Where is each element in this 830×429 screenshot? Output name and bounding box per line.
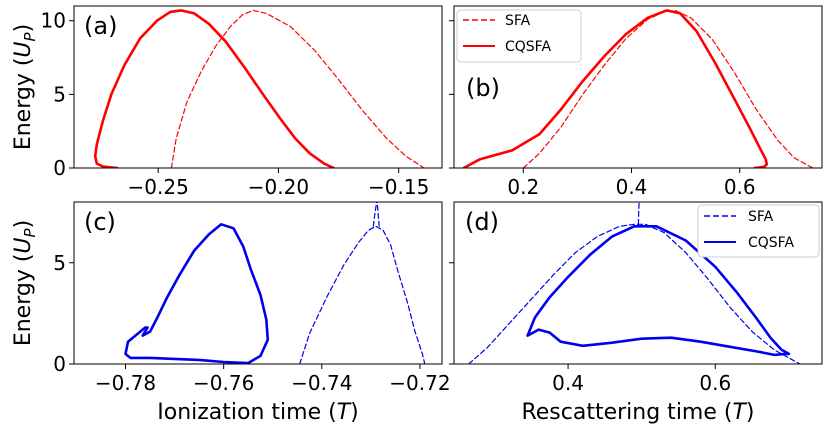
ylabel-top-text: Energy ( (11, 58, 36, 151)
panel-d-ticks: 0.4 0.6 (449, 262, 731, 395)
panel-d-legend-box (697, 204, 820, 258)
panel-b-xtick-label: 0.6 (724, 175, 756, 199)
panel-b-legend-box (456, 9, 582, 63)
panel-c-ticks: −0.78 −0.76 −0.74 −0.72 0 5 (53, 251, 450, 395)
panel-b-series-cqsfa-1 (462, 9, 769, 168)
ylabel-bottom: Energy (UP) (11, 220, 39, 346)
panel-c-xtick-label: −0.72 (389, 371, 450, 395)
xlabel-right: Rescattering time (T) (521, 400, 754, 425)
panel-a-xtick-label: −0.20 (248, 175, 309, 199)
panel-b: 0.2 0.4 0.6 (b) SFA CQSFA (449, 5, 823, 199)
panel-b-xtick-label: 0.4 (616, 175, 648, 199)
panel-b-frame (453, 5, 823, 169)
panel-b-ticks: 0.2 0.4 0.6 (449, 20, 756, 199)
xlabel-left-text: Ionization time ( (157, 400, 336, 425)
xlabel-right-close: ) (746, 400, 755, 425)
panel-c-xtick-label: −0.78 (95, 371, 156, 395)
panel-c-label: (c) (84, 208, 116, 236)
panel-c-ytick-label: 5 (53, 251, 66, 275)
ylabel-bottom-close: ) (11, 220, 36, 229)
panel-c-frame (73, 201, 443, 365)
panel-a-xtick-label: −0.25 (128, 175, 189, 199)
panel-a-xtick-label: −0.15 (368, 175, 429, 199)
panel-b-label: (b) (466, 74, 500, 102)
panel-d-xtick-label: 0.6 (699, 371, 731, 395)
panel-c-series-cqsfa-3 (124, 223, 270, 364)
panel-a-ticks: −0.25 −0.20 −0.15 0 5 10 (41, 9, 430, 199)
panel-c-ytick-label: 0 (53, 352, 66, 376)
panel-c-xtick-label: −0.76 (193, 371, 254, 395)
ylabel-bottom-symbol: U (11, 237, 36, 253)
panel-d-series-cqsfa-2 (526, 225, 791, 357)
panel-d-series (468, 202, 801, 364)
xlabel-right-symbol: T (732, 400, 747, 425)
panel-d-series-sfa-branch-1 (637, 202, 640, 225)
panel-d-xtick-label: 0.4 (552, 371, 584, 395)
panel-a-ytick-label: 10 (41, 9, 66, 33)
panel-c-series (124, 202, 426, 364)
panel-a-series-sfa-0 (170, 9, 425, 168)
panel-d: 0.4 0.6 (d) SFA CQSFA (449, 201, 823, 395)
panel-a-label: (a) (84, 12, 117, 40)
ylabel-bottom-text: Energy ( (11, 254, 36, 347)
panel-a: −0.25 −0.20 −0.15 0 5 10 (a) (41, 5, 443, 199)
panel-d-label: (d) (465, 208, 499, 236)
panel-c-series-sfa-0 (299, 225, 426, 364)
ylabel-top-symbol: U (11, 41, 36, 57)
panel-b-legend-sfa-label: SFA (505, 13, 531, 29)
panel-a-series-cqsfa-1 (93, 9, 336, 168)
panel-d-series-sfa-0 (468, 223, 801, 364)
ylabel-top: Energy (UP) (11, 24, 39, 150)
xlabel-left-symbol: T (337, 400, 352, 425)
panel-d-frame (453, 201, 823, 365)
panel-b-legend-cqsfa-label: CQSFA (505, 39, 551, 55)
ylabel-bottom-subscript: P (21, 227, 39, 237)
xlabel-left-close: ) (350, 400, 359, 425)
panel-d-legend-sfa-label: SFA (748, 209, 774, 225)
panel-c-xtick-label: −0.74 (291, 371, 352, 395)
ylabel-top-subscript: P (21, 31, 39, 41)
panel-c-series-sfa-branch-2 (376, 202, 380, 227)
panel-a-ytick-label: 5 (53, 82, 66, 106)
xlabel-right-text: Rescattering time ( (521, 400, 732, 425)
panel-b-series (462, 9, 814, 168)
xlabel-left: Ionization time (T) (157, 400, 359, 425)
panel-b-xtick-label: 0.2 (507, 175, 539, 199)
panel-c: −0.78 −0.76 −0.74 −0.72 0 5 (c) (53, 201, 451, 395)
panel-a-frame (73, 5, 443, 169)
panel-a-ytick-label: 0 (53, 156, 66, 180)
ylabel-top-close: ) (11, 24, 36, 33)
panel-c-series-sfa-branch-1 (372, 202, 378, 227)
panel-d-legend-cqsfa-label: CQSFA (748, 235, 794, 251)
panel-d-legend: SFA CQSFA (697, 204, 820, 258)
panel-a-series (93, 9, 425, 168)
panel-b-legend: SFA CQSFA (456, 9, 582, 63)
